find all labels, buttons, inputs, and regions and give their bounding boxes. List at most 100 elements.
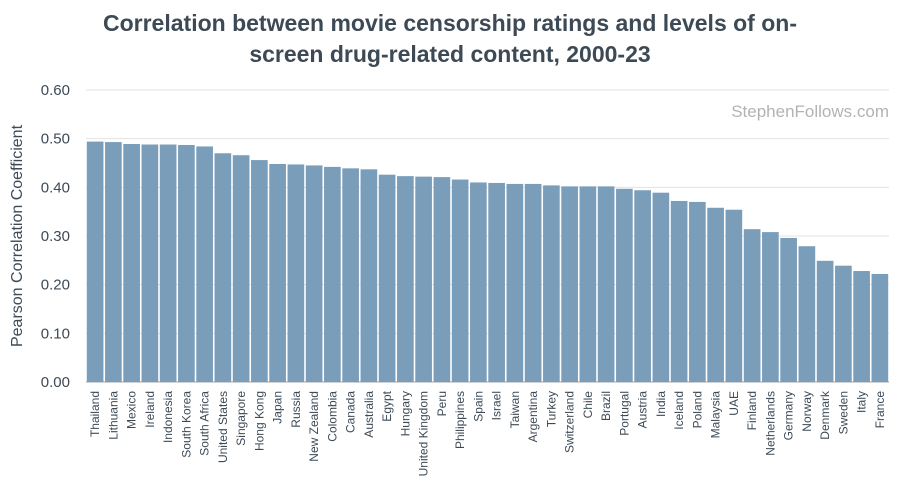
x-tick-label: United Kingdom: [417, 391, 431, 476]
x-tick-label: Hong Kong: [252, 391, 266, 451]
x-tick-label: Colombia: [325, 391, 339, 442]
x-tick-label: Austria: [636, 391, 650, 429]
x-tick-label: Taiwan: [508, 391, 522, 428]
bar-colombia: [324, 166, 341, 382]
bar-israel: [488, 182, 505, 382]
bar-portugal: [616, 188, 633, 382]
x-tick-label: Norway: [800, 391, 814, 432]
bar-united-states: [214, 153, 232, 382]
x-tick-label: Argentina: [526, 391, 540, 443]
chart-title-line-1: Correlation between movie censorship rat…: [103, 10, 797, 36]
chart-title-line-2: screen drug-related content, 2000-23: [249, 41, 651, 67]
bar-japan: [269, 163, 286, 382]
x-tick-label: Switzerland: [563, 391, 577, 453]
y-tick-label: 0.50: [41, 131, 70, 148]
x-tick-label: Singapore: [234, 391, 248, 446]
bar-argentina: [524, 183, 542, 382]
bar-france: [871, 273, 889, 382]
bar-south-africa: [196, 146, 213, 382]
x-tick-label: Germany: [782, 391, 796, 440]
y-tick-label: 0.40: [41, 179, 70, 196]
x-tick-label: Egypt: [380, 390, 394, 421]
y-tick-label: 0.10: [41, 325, 70, 342]
x-tick-label: Australia: [362, 391, 376, 438]
chart-title: Correlation between movie censorship rat…: [0, 8, 900, 70]
bar-austria: [634, 190, 651, 382]
x-tick-label: Turkey: [544, 391, 558, 427]
y-axis-label: Pearson Correlation Coefficient: [9, 124, 26, 347]
bar-south-korea: [178, 144, 195, 382]
y-axis-ticks: 0.00 0.10 0.20 0.30 0.40 0.50 0.60: [41, 82, 70, 391]
x-tick-label: Iceland: [672, 391, 686, 430]
bar-united-kingdom: [415, 176, 432, 382]
x-tick-label: Mexico: [125, 391, 139, 429]
bar-thailand: [86, 141, 104, 382]
bar-hong-kong: [251, 160, 268, 382]
bar-new-zealand: [305, 165, 323, 382]
x-tick-label: Finland: [745, 391, 759, 430]
bar-russia: [287, 164, 305, 382]
bar-hungary: [397, 176, 414, 382]
bar-switzerland: [561, 186, 578, 382]
x-tick-label: Ireland: [143, 391, 157, 428]
bars: [86, 141, 889, 382]
bar-australia: [360, 169, 378, 382]
bar-italy: [853, 271, 870, 382]
bar-philippines: [451, 179, 469, 382]
x-tick-label: United States: [216, 391, 230, 463]
x-tick-label: Netherlands: [763, 391, 777, 456]
x-tick-label: Indonesia: [161, 391, 175, 443]
y-tick-label: 0.60: [41, 82, 70, 99]
x-tick-label: Israel: [490, 391, 504, 420]
y-tick-label: 0.30: [41, 228, 70, 245]
bar-ireland: [141, 144, 159, 382]
bar-india: [652, 192, 670, 382]
bar-indonesia: [159, 144, 177, 382]
bar-taiwan: [506, 183, 524, 382]
x-tick-label: Russia: [289, 391, 303, 428]
y-tick-label: 0.20: [41, 277, 70, 294]
x-tick-label: Peru: [435, 391, 449, 416]
x-tick-label: Canada: [344, 391, 358, 433]
bar-poland: [689, 201, 706, 382]
bar-uae: [725, 209, 743, 382]
x-axis-labels: Thailand Lithuania Mexico Ireland Indonesia S…: [88, 390, 887, 476]
x-tick-label: Italy: [855, 391, 869, 413]
x-tick-label: Sweden: [836, 391, 850, 434]
x-tick-label: UAE: [727, 391, 741, 416]
watermark: StephenFollows.com: [731, 102, 889, 121]
bar-brazil: [597, 186, 615, 382]
bar-sweden: [835, 265, 852, 382]
x-tick-label: Philippines: [453, 391, 467, 449]
x-tick-label: Brazil: [599, 391, 613, 421]
y-tick-label: 0.00: [41, 374, 70, 391]
x-tick-label: Hungary: [398, 391, 412, 436]
x-tick-label: Lithuania: [106, 391, 120, 440]
bar-peru: [433, 177, 451, 382]
bar-lithuania: [105, 142, 122, 382]
bar-netherlands: [762, 232, 779, 382]
x-tick-label: Japan: [271, 391, 285, 424]
x-tick-label: Thailand: [88, 391, 102, 437]
x-tick-label: Spain: [471, 391, 485, 422]
x-tick-label: India: [654, 391, 668, 417]
x-tick-label: Portugal: [617, 391, 631, 436]
x-tick-label: South Korea: [179, 391, 193, 458]
bar-iceland: [670, 200, 688, 382]
x-tick-label: New Zealand: [307, 391, 321, 462]
x-tick-label: Malaysia: [709, 391, 723, 439]
bar-spain: [470, 182, 487, 382]
bar-singapore: [232, 155, 250, 382]
bar-denmark: [816, 260, 834, 382]
bar-canada: [342, 168, 359, 382]
x-tick-label: France: [873, 391, 887, 429]
bar-finland: [743, 229, 761, 382]
bar-turkey: [543, 185, 560, 382]
bar-germany: [780, 237, 797, 382]
x-tick-label: South Africa: [198, 391, 212, 456]
bar-norway: [798, 246, 816, 382]
x-tick-label: Chile: [581, 391, 595, 419]
bar-egypt: [378, 174, 396, 382]
bar-mexico: [123, 144, 140, 382]
